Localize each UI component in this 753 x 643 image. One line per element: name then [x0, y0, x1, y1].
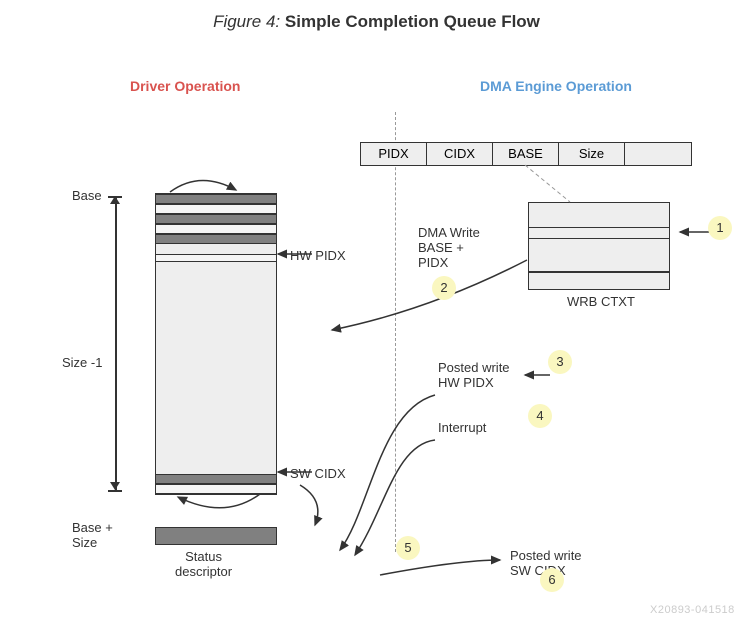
label-hw-pidx: HW PIDX	[290, 248, 346, 263]
queue-band	[156, 254, 276, 262]
dma-header: DMA Engine Operation	[480, 78, 632, 94]
label-interrupt: Interrupt	[438, 420, 486, 435]
queue-band	[156, 474, 276, 484]
watermark: X20893-041518	[650, 604, 735, 616]
reg-cell-cidx: CIDX	[427, 143, 493, 165]
dim-arrow-bottom	[110, 482, 120, 490]
label-base: Base	[72, 188, 102, 203]
reg-cell-empty	[625, 143, 691, 165]
queue-block	[155, 193, 277, 495]
label-dma-write: DMA Write BASE + PIDX	[418, 225, 480, 270]
wrb-band	[529, 227, 669, 239]
label-base-plus-size: Base + Size	[72, 520, 113, 550]
divider-dashed	[395, 112, 396, 552]
label-wrb-ctxt: WRB CTXT	[567, 294, 635, 309]
queue-band	[156, 234, 276, 244]
queue-band	[156, 194, 276, 204]
queue-band	[156, 204, 276, 214]
dim-line	[115, 196, 117, 490]
arrows-overlay	[0, 0, 753, 643]
step-badge-2: 2	[432, 276, 456, 300]
dim-arrow-top	[110, 196, 120, 204]
label-size-minus-1: Size -1	[62, 355, 102, 370]
reg-cell-size: Size	[559, 143, 625, 165]
step-badge-5: 5	[396, 536, 420, 560]
diagram-canvas: Figure 4: Simple Completion Queue Flow D…	[0, 0, 753, 643]
figure-caption: Simple Completion Queue Flow	[285, 12, 540, 31]
step-badge-6: 6	[540, 568, 564, 592]
label-sw-cidx: SW CIDX	[290, 466, 346, 481]
figure-title: Figure 4: Simple Completion Queue Flow	[0, 12, 753, 32]
register-row: PIDXCIDXBASESize	[360, 142, 692, 166]
dim-bottom-cap	[108, 490, 122, 492]
status-descriptor-block	[155, 527, 277, 545]
figure-number: Figure 4:	[213, 12, 280, 31]
queue-band	[156, 224, 276, 234]
queue-band	[156, 214, 276, 224]
reg-cell-base: BASE	[493, 143, 559, 165]
step-badge-4: 4	[528, 404, 552, 428]
driver-header: Driver Operation	[130, 78, 240, 94]
queue-band	[156, 484, 276, 494]
label-status-descriptor: Status descriptor	[175, 549, 232, 579]
wrb-band	[529, 271, 669, 273]
step-badge-3: 3	[548, 350, 572, 374]
label-posted-hw-pidx: Posted write HW PIDX	[438, 360, 510, 390]
reg-cell-pidx: PIDX	[361, 143, 427, 165]
step-badge-1: 1	[708, 216, 732, 240]
wrb-ctxt-block	[528, 202, 670, 290]
